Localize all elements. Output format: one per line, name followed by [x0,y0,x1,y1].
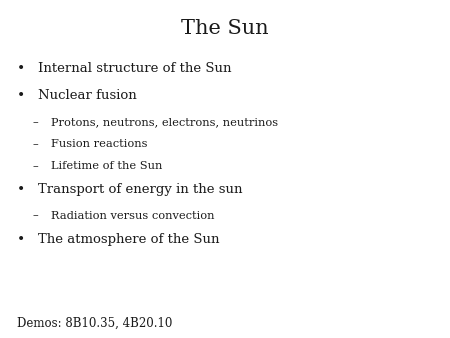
Text: Protons, neutrons, electrons, neutrinos: Protons, neutrons, electrons, neutrinos [51,117,278,127]
Text: •: • [17,62,25,75]
Text: Internal structure of the Sun: Internal structure of the Sun [38,62,232,74]
Text: –: – [32,117,38,127]
Text: The Sun: The Sun [181,19,269,38]
Text: Radiation versus convection: Radiation versus convection [51,211,214,221]
Text: –: – [32,139,38,149]
Text: •: • [17,89,25,103]
Text: Demos: 8B10.35, 4B20.10: Demos: 8B10.35, 4B20.10 [17,317,172,330]
Text: •: • [17,233,25,246]
Text: Nuclear fusion: Nuclear fusion [38,89,137,102]
Text: –: – [32,211,38,221]
Text: Transport of energy in the sun: Transport of energy in the sun [38,183,243,196]
Text: –: – [32,161,38,171]
Text: The atmosphere of the Sun: The atmosphere of the Sun [38,233,220,245]
Text: •: • [17,183,25,197]
Text: Fusion reactions: Fusion reactions [51,139,147,149]
Text: Lifetime of the Sun: Lifetime of the Sun [51,161,162,171]
